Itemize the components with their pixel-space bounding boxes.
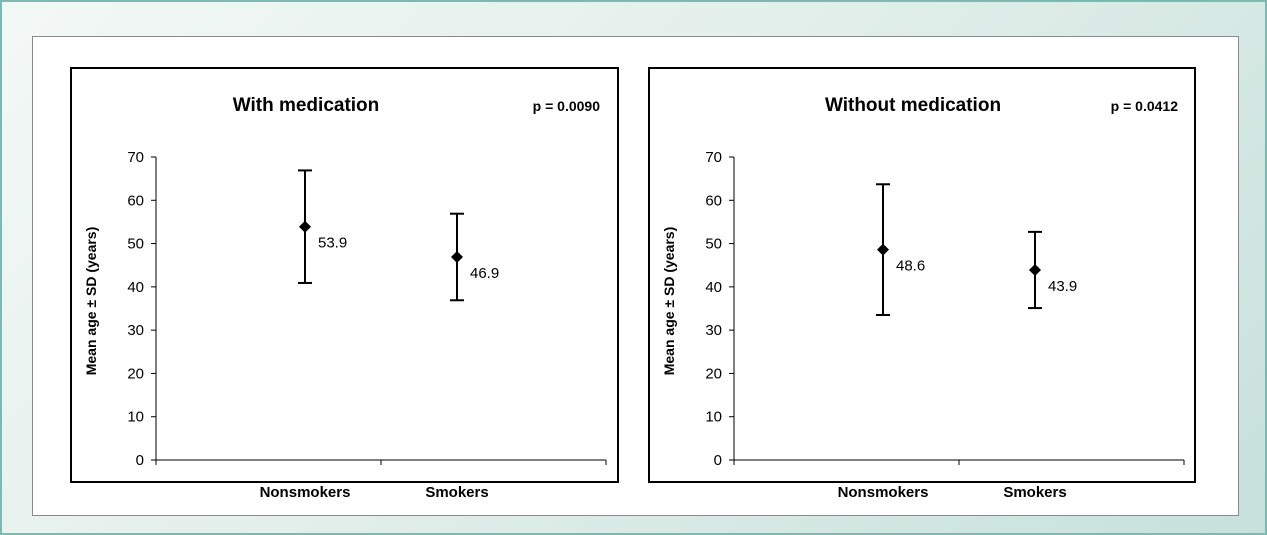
- y-tick-label: 30: [127, 322, 144, 339]
- y-tick-label: 20: [127, 365, 144, 382]
- x-category-label: Nonsmokers: [838, 484, 929, 501]
- y-tick-label: 0: [136, 452, 144, 469]
- data-value-label: 53.9: [318, 235, 347, 252]
- data-point-marker: [877, 243, 889, 256]
- x-category-label: Smokers: [425, 484, 488, 501]
- data-value-label: 46.9: [470, 265, 499, 282]
- plot-area: 0 10 20 30 40 50 60 70 Nonsmokers Smokers 48.6 43.9: [705, 149, 1185, 501]
- p-value-annotation: p = 0.0412: [1111, 98, 1179, 114]
- data-value-label: 43.9: [1048, 278, 1077, 295]
- y-tick-label: 50: [705, 236, 722, 253]
- y-tick-label: 10: [705, 409, 722, 426]
- data-value-label: 48.6: [896, 258, 925, 275]
- y-tick-label: 70: [127, 149, 144, 166]
- p-value-annotation: p = 0.0090: [533, 98, 601, 114]
- chart-without-medication: Without medication p = 0.0412 Mean age ±…: [648, 67, 1196, 501]
- y-tick-label: 10: [127, 409, 144, 426]
- data-point-marker: [299, 220, 311, 233]
- data-point-marker: [1029, 263, 1041, 276]
- chart-border: [648, 67, 1196, 483]
- y-tick-label: 20: [705, 365, 722, 382]
- y-tick-label: 60: [705, 192, 722, 209]
- y-tick-label: 40: [127, 279, 144, 296]
- data-point-marker: [451, 250, 463, 263]
- x-category-label: Nonsmokers: [260, 484, 351, 501]
- chart-with-medication: With medication p = 0.0090 Mean age ± SD…: [70, 67, 619, 501]
- y-tick-label: 40: [705, 279, 722, 296]
- y-tick-label: 30: [705, 322, 722, 339]
- y-tick-label: 0: [714, 452, 722, 469]
- x-category-label: Smokers: [1003, 484, 1066, 501]
- y-tick-label: 50: [127, 236, 144, 253]
- y-axis-label: Mean age ± SD (years): [661, 227, 677, 376]
- y-axis-label: Mean age ± SD (years): [83, 227, 99, 376]
- y-tick-label: 60: [127, 192, 144, 209]
- chart-border: [70, 67, 619, 483]
- y-tick-label: 70: [705, 149, 722, 166]
- chart-title: Without medication: [825, 95, 1001, 116]
- figure-panel: With medication p = 0.0090 Mean age ± SD…: [32, 36, 1239, 516]
- plot-area: 0 10 20 30 40 50 60 70 Nonsmokers Smokers 53.9 46.9: [127, 149, 607, 501]
- chart-title: With medication: [233, 95, 380, 116]
